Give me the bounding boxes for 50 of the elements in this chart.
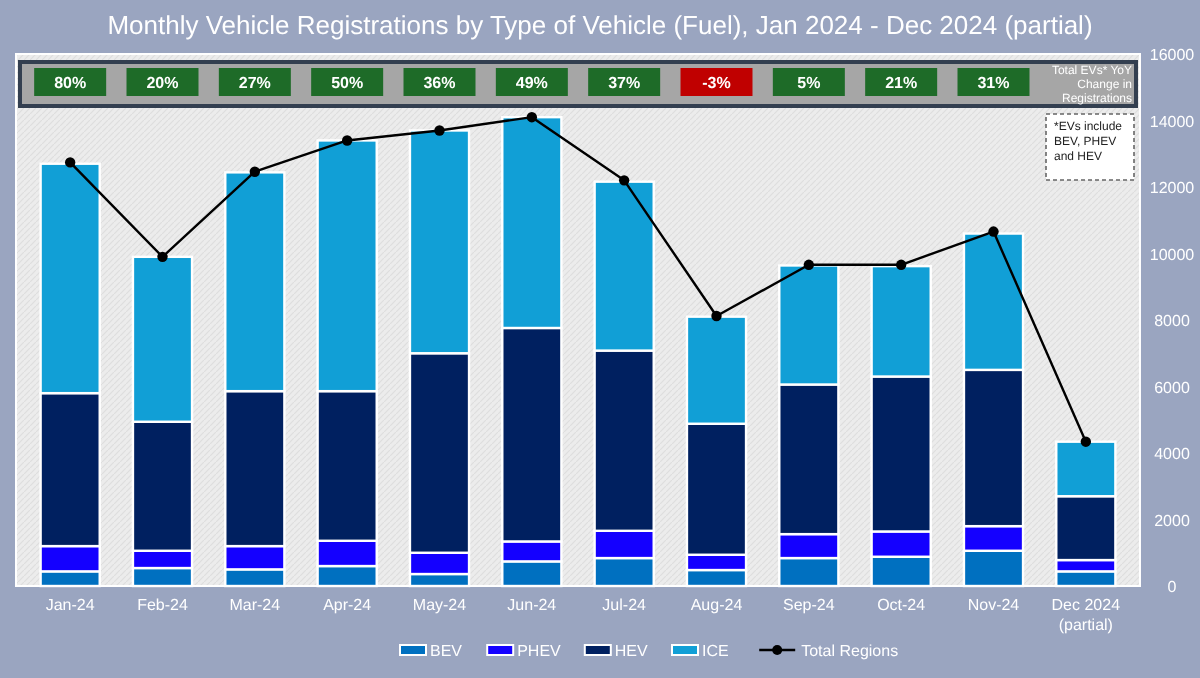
annotation: 31% — [977, 74, 1010, 92]
point — [895, 259, 907, 270]
x-tick-label: Nov-24 — [967, 596, 1021, 614]
annotation: 36% — [423, 74, 456, 92]
annotation: 49% — [515, 74, 548, 92]
legend-label: PHEV — [517, 642, 563, 660]
x-tick-label: Sep-24 — [783, 596, 836, 614]
point — [988, 226, 999, 237]
y-tick-label: 14000 — [1149, 112, 1196, 131]
y-tick-label: 16000 — [1149, 46, 1196, 64]
x-tick-label: May-24 — [412, 596, 468, 614]
y-tick-label: 0 — [1167, 578, 1178, 596]
point — [249, 166, 261, 177]
point — [64, 157, 76, 168]
x-tick-label: Oct-24 — [877, 596, 927, 614]
annotation: 20% — [146, 74, 179, 92]
point — [526, 111, 538, 123]
legend-label: HEV — [614, 642, 650, 660]
y-tick-label: 6000 — [1154, 378, 1191, 397]
x-tick-label: Jul-24 — [602, 596, 648, 614]
annotation: 80% — [54, 74, 87, 92]
y-tick-label: 10000 — [1149, 245, 1196, 264]
annotation: -3% — [702, 74, 731, 92]
point — [157, 251, 168, 263]
x-tick-label: Aug-24 — [690, 596, 744, 614]
x-tick-label: Dec 2024 (partial) — [1051, 596, 1122, 634]
chart-title: Monthly Vehicle Registrations by Type of Vehicle (Fuel), Jan 2024 - Dec 2024 (partial) — [107, 10, 1093, 40]
legend-label: Total Regions — [801, 642, 899, 660]
annotation: 50% — [331, 74, 364, 92]
y-tick-label: 12000 — [1149, 179, 1196, 197]
point — [711, 310, 722, 322]
point — [803, 259, 815, 270]
point — [341, 135, 353, 146]
annotation: 5% — [797, 74, 821, 92]
y-tick-label: 8000 — [1154, 312, 1191, 330]
annotation: 37% — [608, 74, 641, 92]
y-tick-label: 2000 — [1154, 511, 1191, 530]
legend-label: ICE — [702, 642, 729, 660]
x-tick-label: Feb-24 — [137, 596, 189, 614]
y-tick-label: 4000 — [1154, 445, 1191, 463]
point — [618, 175, 630, 186]
point — [434, 125, 445, 136]
annotation: 27% — [238, 74, 271, 92]
legend-label: BEV — [430, 642, 464, 660]
x-tick-label: Mar-24 — [229, 596, 282, 614]
point — [1080, 436, 1092, 447]
annotation: 21% — [885, 74, 918, 92]
x-tick-label: Jan-24 — [45, 596, 96, 614]
x-tick-label: Apr-24 — [323, 596, 373, 614]
x-tick-label: Jun-24 — [507, 596, 558, 614]
